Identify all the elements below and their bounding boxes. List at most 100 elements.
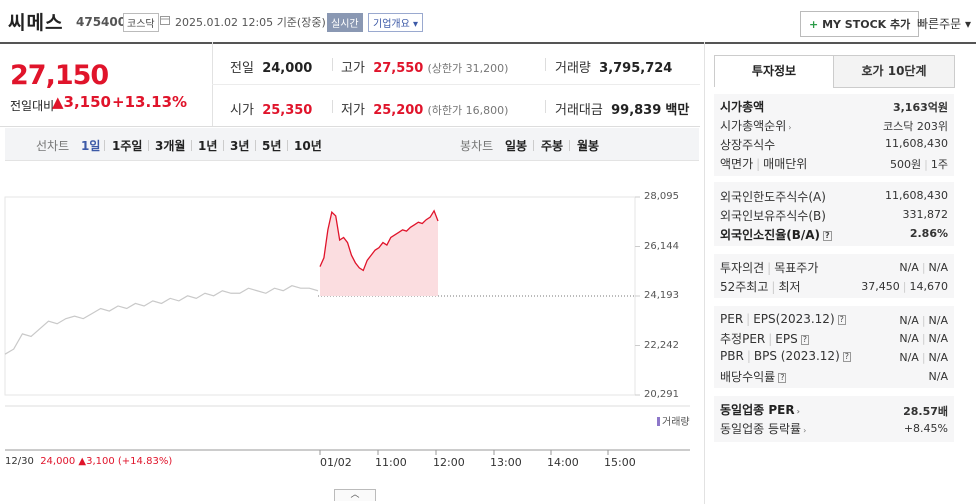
candle-weekly[interactable]: 주봉 (541, 139, 564, 153)
range-1d[interactable]: 1일 (81, 139, 101, 153)
series-line-prev (4, 285, 319, 355)
range-3y[interactable]: 3년 (230, 139, 250, 153)
divider (223, 140, 224, 151)
prev-close-info: 12/30 24,000 ▲3,100 (+14.83%) (5, 456, 173, 467)
quick-order-button[interactable]: 빠른주문 ▾ (917, 17, 972, 31)
y-tick-label: 24,193 (644, 290, 679, 301)
x-tick-label: 14:00 (547, 456, 579, 469)
range-10y[interactable]: 10년 (294, 139, 322, 153)
shares-value: 11,608,430 (885, 137, 948, 150)
shares-label: 상장주식수 (720, 138, 776, 152)
divider (191, 140, 192, 151)
x-tick-label: 12:00 (433, 456, 465, 469)
realtime-badge[interactable]: 실시간 (327, 13, 363, 32)
foreign-hold-label: 외국인보유주식수(B) (720, 209, 826, 223)
opinion-target-value: N/A | N/A (899, 261, 948, 274)
tab-hoga[interactable]: 호가 10단계 (833, 55, 955, 88)
help-icon[interactable]: ? (800, 335, 809, 345)
line-chart-label: 선차트 (36, 139, 70, 153)
divider (533, 140, 534, 151)
quote-datetime: 2025.01.02 12:05 기준(장중) (175, 16, 326, 29)
y-tick-label: 20,291 (644, 389, 679, 400)
sector-rate-label[interactable]: 동일업종 등락률 › (720, 422, 807, 436)
divider (255, 140, 256, 151)
pbr-bps-label: PBR | BPS (2023.12)? (720, 349, 851, 363)
candle-daily[interactable]: 일봉 (505, 139, 528, 153)
quote-open: 시가 25,350 (230, 103, 313, 118)
series-line-today (319, 209, 439, 272)
divider (545, 58, 546, 71)
invest-panel (704, 42, 976, 504)
divider (545, 100, 546, 113)
help-icon[interactable]: ? (823, 231, 832, 241)
sector-per-label[interactable]: 동일업종 PER › (720, 403, 800, 417)
row-divider (212, 84, 700, 85)
par-unit-value: 500원 | 1주 (890, 158, 948, 171)
up-arrow-icon: ▲ (52, 93, 64, 111)
opinion-target-label: 투자의견 | 목표주가 (720, 261, 819, 275)
up-arrow-icon: ▲ (78, 456, 87, 467)
company-overview-dropdown[interactable]: 기업개요 ▾ (368, 13, 424, 32)
x-tick-label: 01/02 (320, 456, 352, 469)
series-area-today (320, 210, 438, 296)
help-icon[interactable]: ? (778, 373, 787, 383)
chevron-up-icon: ︿ (350, 490, 360, 500)
y-tick-label: 28,095 (644, 191, 679, 202)
divider (332, 58, 333, 71)
pbr-bps-value: N/A | N/A (899, 351, 948, 364)
help-icon[interactable]: ? (837, 315, 846, 325)
collapse-chart-button[interactable]: ︿ (334, 489, 376, 501)
legend-swatch (657, 417, 660, 426)
clock-icon (160, 16, 170, 25)
help-icon[interactable]: ? (842, 352, 851, 362)
chevron-right-icon: › (796, 407, 800, 416)
divider (104, 140, 105, 151)
section-divider (0, 126, 700, 127)
range-3m[interactable]: 3개월 (155, 139, 186, 153)
quote-prev: 전일 24,000 (230, 61, 313, 76)
per-eps-value: N/A | N/A (899, 314, 948, 327)
stock-code: 475400 (76, 15, 127, 29)
range-5y[interactable]: 5년 (262, 139, 282, 153)
divider (332, 100, 333, 113)
div-yield-value: N/A (928, 370, 948, 383)
y-tick-label: 22,242 (644, 340, 679, 351)
stock-name: 씨메스 (8, 12, 64, 34)
mcap-value: 3,163억원 (892, 101, 948, 114)
price-chart[interactable] (0, 180, 700, 490)
sector-rate-value: +8.45% (903, 422, 948, 435)
sector-per-value: 28.57배 (903, 405, 948, 418)
w52-label: 52주최고 | 최저 (720, 280, 801, 294)
mcap-rank-label[interactable]: 시가총액순위 › (720, 119, 792, 133)
divider (148, 140, 149, 151)
range-1w[interactable]: 1주일 (112, 139, 143, 153)
chevron-down-icon: ▾ (413, 19, 419, 30)
tab-invest-info[interactable]: 투자정보 (714, 55, 834, 87)
mystock-add-button[interactable]: + MY STOCK 추가 (800, 11, 920, 37)
info-box-sector (714, 396, 954, 442)
per-eps-label: PER | EPS(2023.12)? (720, 312, 846, 326)
quote-volume: 거래량 3,795,724 (555, 61, 673, 76)
info-box-market (714, 94, 954, 176)
info-box-opinion (714, 254, 954, 298)
x-tick-label: 11:00 (375, 456, 407, 469)
range-1y[interactable]: 1년 (198, 139, 218, 153)
divider (569, 140, 570, 151)
est-per-eps-label: 추정PER | EPS? (720, 332, 809, 346)
chevron-down-icon: ▾ (965, 17, 972, 31)
foreign-ratio-value: 2.86% (909, 227, 948, 240)
est-per-eps-value: N/A | N/A (899, 332, 948, 345)
candle-chart-label: 봉차트 (460, 139, 494, 153)
change-value: ▲3,150 (52, 93, 111, 111)
par-unit-label: 액면가 | 매매단위 (720, 157, 808, 171)
chart-toolbar (5, 128, 699, 161)
info-box-foreign (714, 182, 954, 246)
change-percent: +13.13% (112, 93, 188, 111)
quote-amount: 거래대금 99,839 백만 (555, 103, 690, 118)
candle-monthly[interactable]: 월봉 (577, 139, 600, 153)
y-tick-label: 26,144 (644, 241, 679, 252)
foreign-limit-value: 11,608,430 (885, 189, 948, 202)
quote-low: 저가 25,200 (하한가 16,800) (341, 103, 509, 118)
chevron-right-icon: › (788, 123, 792, 132)
current-price: 27,150 (10, 60, 109, 91)
